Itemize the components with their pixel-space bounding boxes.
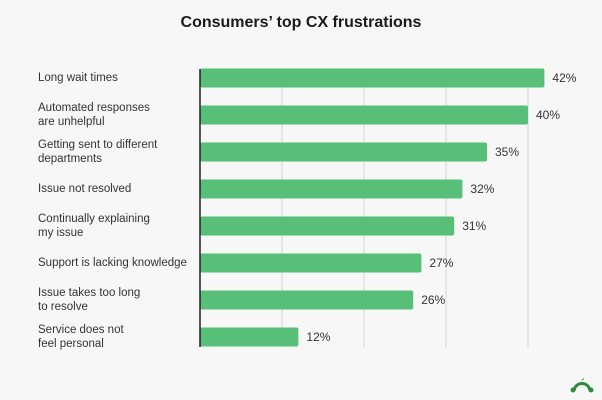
category-label: Issue not resolved xyxy=(38,183,132,195)
category-label: Service does not feel personal xyxy=(38,324,124,350)
category-label: Support is lacking knowledge xyxy=(38,257,187,269)
bar xyxy=(200,105,528,125)
category-label: Continually explaining my issue xyxy=(38,213,150,239)
bar xyxy=(200,142,487,162)
data-label: 12% xyxy=(306,330,330,344)
surveymonkey-logo-icon xyxy=(570,378,594,393)
data-label: 31% xyxy=(462,219,486,233)
category-label: Getting sent to different departments xyxy=(38,139,158,165)
data-label: 35% xyxy=(495,145,519,159)
bar xyxy=(200,327,299,347)
data-label: 40% xyxy=(536,108,560,122)
data-label: 26% xyxy=(421,293,445,307)
data-label: 32% xyxy=(470,182,494,196)
category-label: Automated responses are unhelpful xyxy=(38,102,150,128)
chart-title: Consumers’ top CX frustrations xyxy=(180,14,422,31)
data-label: 42% xyxy=(552,71,576,85)
data-label: 27% xyxy=(429,256,453,270)
bar xyxy=(200,68,545,88)
bar xyxy=(200,179,463,199)
bar xyxy=(200,216,455,236)
bar xyxy=(200,290,414,310)
bar xyxy=(200,253,422,273)
category-label: Long wait times xyxy=(38,72,118,84)
category-label: Issue takes too long to resolve xyxy=(38,287,141,313)
